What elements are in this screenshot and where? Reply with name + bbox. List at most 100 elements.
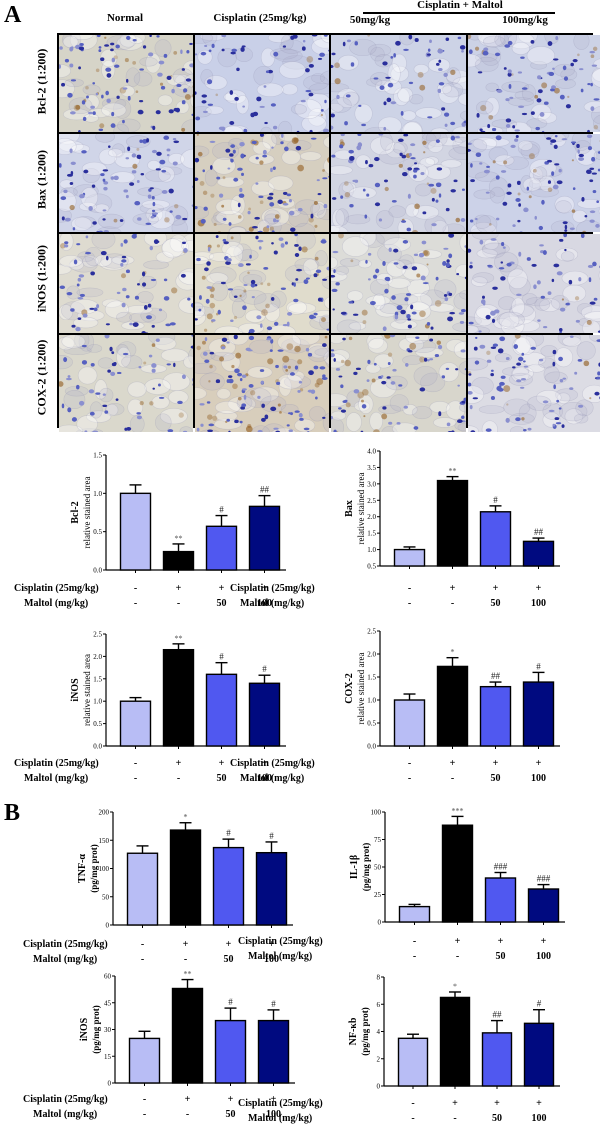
cisplatin-cell: + (454, 936, 461, 947)
micrograph-cox2-cisplatin (195, 335, 329, 432)
row-label-bcl2: Bcl-2 (1:200) (34, 48, 49, 115)
y-tick-label: 3.0 (367, 480, 376, 488)
bar-2 (205, 525, 238, 571)
y-tick-label: 0.0 (367, 743, 376, 751)
y-tick-label: 2.0 (367, 651, 376, 659)
cisplatin-cell: + (452, 1098, 458, 1109)
bar-2 (481, 1032, 513, 1087)
y-axis-label: Bcl-2 relative stained area (70, 477, 92, 549)
cisplatin-cell: - (140, 939, 145, 950)
cisplatin-cell: + (540, 936, 547, 947)
maltol-cell: 50 (490, 773, 501, 784)
y-tick-label: 50 (102, 893, 110, 901)
significance-marker: ** (449, 467, 457, 476)
bar-2 (484, 877, 517, 923)
y-tick-label: 15 (104, 1053, 112, 1061)
cisplatin-cell: - (411, 1098, 415, 1109)
micrograph-bax-maltol50 (331, 134, 466, 232)
micrograph-cox2-maltol50 (331, 335, 466, 432)
bar-2 (205, 673, 238, 747)
significance-marker: # (271, 999, 276, 1009)
micrograph-bcl2-maltol100 (468, 35, 600, 132)
y-tick-label: 1.0 (367, 697, 376, 705)
bar-2 (214, 1019, 247, 1084)
maltol-cell: - (133, 598, 138, 609)
y-axis-label: iNOS relative stained area (70, 654, 92, 726)
maltol-cell: 50 (492, 1113, 502, 1124)
cisplatin-cell: + (182, 939, 189, 950)
y-tick-label: 0 (108, 1080, 112, 1088)
bar-3 (522, 681, 555, 747)
y-axis-label: COX-2 relative stained area (344, 653, 366, 725)
maltol-cell: 100 (531, 1113, 547, 1124)
micrograph-inos-maltol100 (468, 234, 600, 333)
maltol-cell: - (183, 954, 188, 965)
y-tick-label: 0.5 (367, 563, 376, 571)
y-tick-label: 6 (377, 1001, 381, 1009)
bar-0 (398, 905, 431, 923)
significance-marker: ### (494, 862, 508, 872)
svg-text:(pg/mg prot): (pg/mg prot) (361, 843, 371, 892)
y-tick-label: 1.5 (367, 674, 376, 682)
y-tick-label: 30 (104, 1026, 112, 1034)
maltol-cell: 100 (536, 951, 551, 962)
cisplatin-cell: - (133, 583, 138, 594)
bar-0 (119, 492, 152, 571)
tissue-texture-icon (195, 134, 329, 232)
column-header-maltol-50: 50mg/kg (349, 14, 391, 26)
svg-text:relative stained area: relative stained area (356, 473, 366, 545)
bar-1 (439, 996, 471, 1087)
svg-text:(pg/mg prot): (pg/mg prot) (89, 844, 99, 893)
bar-1 (441, 824, 474, 923)
maltol-row-label: Maltol (mg/kg) (240, 773, 305, 784)
y-tick-label: 60 (104, 973, 112, 981)
column-header-cisplatin: Cisplatin (25mg/kg) (213, 12, 307, 24)
maltol-cell: 50 (495, 951, 506, 962)
y-tick-label: 100 (371, 809, 382, 817)
maltol-cell: - (176, 773, 181, 784)
y-tick-label: 25 (374, 891, 382, 899)
cisplatin-row-label: Cisplatin (25mg/kg) (14, 583, 99, 594)
maltol-cell: - (450, 598, 455, 609)
significance-marker: # (536, 661, 541, 671)
maltol-cell: 50 (216, 773, 227, 784)
y-tick-label: 1.5 (93, 452, 102, 460)
micrograph-bax-normal (59, 134, 193, 232)
maltol-cell: - (142, 1109, 147, 1120)
cisplatin-cell: + (492, 758, 499, 769)
tissue-texture-icon (59, 134, 193, 232)
cisplatin-row-label: Cisplatin (25mg/kg) (14, 758, 99, 769)
micrograph-inos-maltol50 (331, 234, 466, 333)
maltol-cell: - (450, 773, 455, 784)
y-tick-label: 0.5 (367, 720, 376, 728)
cisplatin-cell: + (494, 1098, 500, 1109)
y-tick-label: 4.0 (367, 448, 376, 456)
svg-text:COX-2: COX-2 (344, 673, 355, 704)
y-tick-label: 45 (104, 999, 112, 1007)
y-tick-label: 8 (377, 974, 381, 982)
row-label-bax: Bax (1:200) (34, 150, 49, 209)
cisplatin-cell: - (407, 758, 412, 769)
micrograph-bcl2-maltol50 (331, 35, 466, 132)
significance-marker: ## (260, 485, 270, 495)
bar-1 (162, 550, 195, 571)
bar-1 (169, 829, 202, 926)
tissue-texture-icon (468, 234, 600, 333)
cisplatin-cell: + (261, 583, 268, 594)
maltol-cell: - (453, 1113, 457, 1124)
y-tick-label: 0 (378, 919, 382, 927)
micrograph-bcl2-normal (59, 35, 193, 132)
cisplatin-cell: + (175, 583, 182, 594)
cisplatin-cell: + (536, 1098, 542, 1109)
y-tick-label: 1.0 (93, 490, 102, 498)
y-tick-label: 1.0 (93, 698, 102, 706)
y-tick-label: 0 (377, 1083, 381, 1091)
cisplatin-cell: + (218, 583, 225, 594)
bar-0 (128, 1037, 161, 1084)
significance-marker: # (219, 505, 224, 515)
svg-text:relative stained area: relative stained area (82, 477, 92, 549)
bar-3 (248, 505, 281, 571)
maltol-cell: 50 (225, 1109, 236, 1120)
significance-marker: ** (175, 534, 183, 543)
y-tick-label: 4 (377, 1028, 381, 1036)
